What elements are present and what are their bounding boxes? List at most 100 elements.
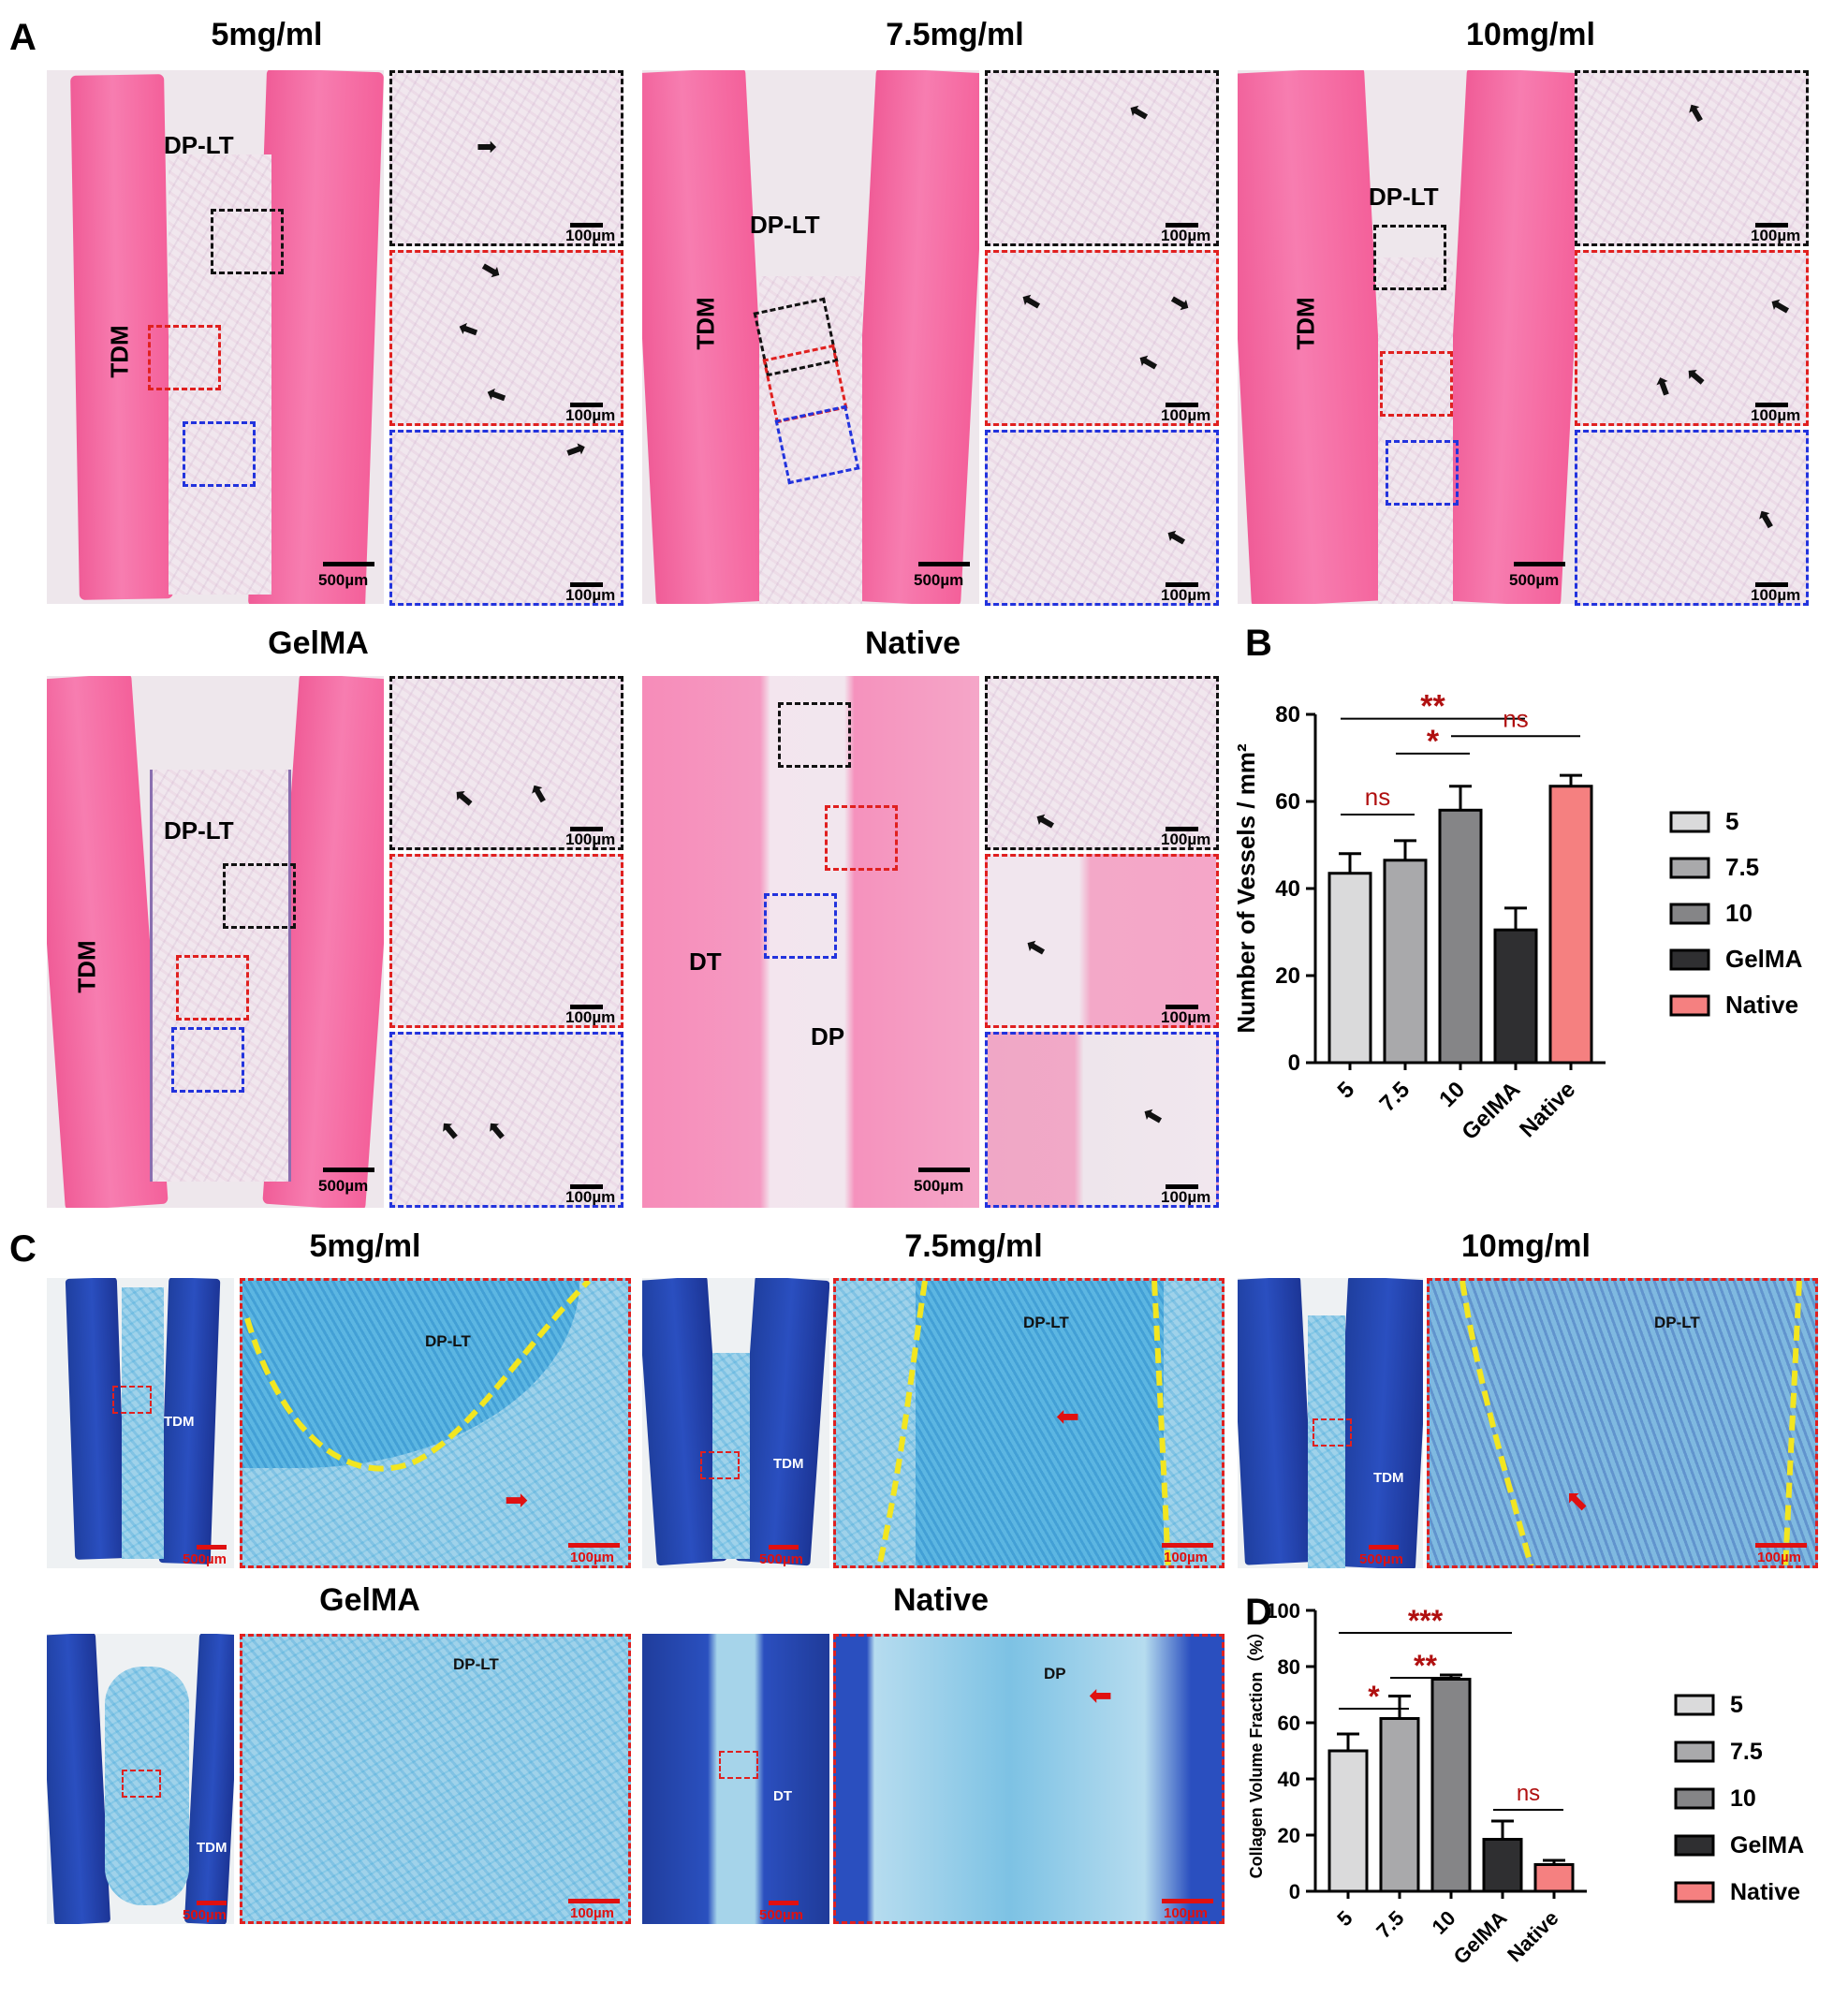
legend-swatch-10 [1674, 1787, 1715, 1810]
x-tick-label: 10 [1434, 1077, 1470, 1112]
arrow-icon: ➡ [453, 314, 483, 347]
scalebar-main-gelma [323, 1168, 374, 1172]
roi-black-native [778, 702, 851, 768]
tdm-left-c-5mg [65, 1278, 127, 1560]
legend-label: 5 [1725, 807, 1738, 835]
he-main-10mg: DP-LT TDM 500µm [1238, 70, 1575, 604]
scalebar-c-inset [1162, 1899, 1213, 1903]
roi-c-gelma [122, 1770, 161, 1798]
scalebar-main-5mg [323, 562, 374, 566]
masson-inset-7-5mg: DP-LT ➡ 100µm [833, 1278, 1225, 1568]
scale-text-c-main: 500µm [183, 1907, 227, 1923]
x-tick-label: Native [1503, 1906, 1562, 1966]
scale-text-inset: 100µm [1751, 227, 1801, 244]
arrow-icon: ➡ [1678, 97, 1713, 129]
scalebar-c-main [769, 1545, 799, 1550]
arrow-icon: ➡ [1763, 289, 1796, 325]
roi-black-gelma [223, 863, 296, 929]
legend-label: Native [1730, 1879, 1800, 1905]
tissue-7-5mg [759, 276, 862, 604]
legend-label: Native [1725, 991, 1798, 1019]
significance-label: * [1427, 724, 1440, 759]
legend-label: 7.5 [1725, 853, 1759, 881]
he-inset-black-gelma: ➡ ➡ 100µm [389, 676, 623, 850]
roi-blue-gelma [171, 1027, 244, 1093]
group-title-c-gelma: GelMA [319, 1582, 420, 1618]
roi-black-10mg [1373, 225, 1446, 290]
he-inset-black-7-5mg: ➡ 100µm [985, 70, 1219, 246]
scale-text-inset: 100µm [1161, 1188, 1211, 1206]
significance-label: ns [1517, 1781, 1540, 1806]
scale-text-inset: 100µm [565, 227, 616, 244]
label-dplt-10mg: DP-LT [1369, 183, 1439, 211]
label-dplt-c-10mg: DP-LT [1654, 1314, 1700, 1331]
scale-text-c-inset: 100µm [570, 1550, 615, 1565]
he-inset-blue-5mg: ➡ 100µm [389, 430, 623, 606]
x-tick-label: 7.5 [1375, 1077, 1415, 1117]
legend-label: 10 [1730, 1785, 1756, 1812]
x-tick-label: 10 [1428, 1906, 1460, 1939]
arrow-icon: ➡ [1089, 1681, 1113, 1712]
scale-text-inset: 100µm [1751, 406, 1801, 424]
scale-text-inset: 100µm [565, 1188, 616, 1206]
y-tick-label: 80 [1278, 1655, 1300, 1679]
scale-text-main-10mg: 500µm [1509, 571, 1560, 589]
bar-Native [1533, 1863, 1575, 1893]
he-inset-blue-gelma: ➡ ➡ 100µm [389, 1032, 623, 1208]
label-tdm-10mg: TDM [1291, 297, 1320, 350]
scale-text-c-inset: 100µm [1164, 1550, 1209, 1565]
he-main-7-5mg: DP-LT TDM 500µm [642, 70, 979, 604]
scalebar-inset [1755, 223, 1788, 228]
group-title-c-5mg: 5mg/ml [309, 1228, 421, 1264]
panel-letter-b: B [1245, 623, 1272, 664]
masson-main-gelma: TDM 500µm [47, 1634, 234, 1924]
arrow-icon: ➡ [1678, 360, 1712, 395]
he-main-5mg: DP-LT TDM 500µm [47, 70, 384, 604]
y-axis-label: Number of Vessels / mm² [1232, 743, 1260, 1034]
scale-text-inset: 100µm [1161, 830, 1211, 848]
boundary-line-c-10mg [1459, 1281, 1802, 1565]
label-dplt-gelma: DP-LT [164, 816, 234, 845]
he-inset-blue-10mg: ➡ 100µm [1575, 430, 1809, 606]
scalebar-inset [1166, 827, 1198, 831]
scale-text-main-native: 500µm [914, 1177, 964, 1195]
arrow-icon: ➡ [1159, 521, 1192, 556]
arrow-icon: ➡ [1646, 372, 1679, 402]
scalebar-inset [570, 582, 603, 587]
scalebar-main-native [918, 1168, 970, 1172]
scale-text-inset: 100µm [1161, 586, 1211, 604]
tissue-c-5mg [122, 1287, 164, 1559]
scalebar-main-10mg [1514, 562, 1565, 566]
masson-main-10mg: TDM 500µm [1238, 1278, 1423, 1568]
roi-red-5mg [148, 325, 221, 390]
legend-swatch-GelMA [1674, 1834, 1715, 1857]
y-tick-label: 80 [1275, 702, 1300, 727]
significance-label: ns [1503, 704, 1528, 732]
scale-text-c-main: 500µm [759, 1907, 804, 1923]
group-title-c-native: Native [892, 1582, 990, 1618]
label-dplt-c-gelma: DP-LT [453, 1655, 499, 1673]
scalebar-inset [570, 1184, 603, 1189]
tdm-right-7-5mg [848, 70, 979, 604]
group-title-5mg: 5mg/ml [211, 17, 323, 52]
roi-c-10mg [1313, 1418, 1352, 1447]
he-inset-black-5mg: ➡ 100µm [389, 70, 623, 246]
he-inset-red-7-5mg: ➡ ➡ ➡ 100µm [985, 250, 1219, 426]
y-tick-label: 60 [1275, 789, 1300, 815]
legend-label: 7.5 [1730, 1739, 1763, 1765]
label-dt-c-native: DT [773, 1788, 792, 1804]
dense-region-c-7-5mg [916, 1281, 1164, 1565]
label-tdm-c-5mg: TDM [164, 1414, 195, 1430]
he-inset-red-gelma: 100µm [389, 854, 623, 1028]
bar-7.5 [1379, 1717, 1420, 1893]
he-inset-blue-7-5mg: ➡ 100µm [985, 430, 1219, 606]
chart-b: B 0 20 40 60 80 Number of Vessels / mm² 5 7.5 10… [1232, 623, 1803, 1145]
scale-text-c-inset: 100µm [1164, 1905, 1209, 1921]
scale-text-main-gelma: 500µm [318, 1177, 369, 1195]
y-axis-label: Collagen Volume Fraction（%） [1247, 1623, 1266, 1879]
scalebar-main-7-5mg [918, 562, 970, 566]
label-tdm-c-7-5mg: TDM [773, 1456, 804, 1472]
group-title-7-5mg: 7.5mg/ml [886, 17, 1024, 52]
he-inset-black-native: ➡ 100µm [985, 676, 1219, 850]
